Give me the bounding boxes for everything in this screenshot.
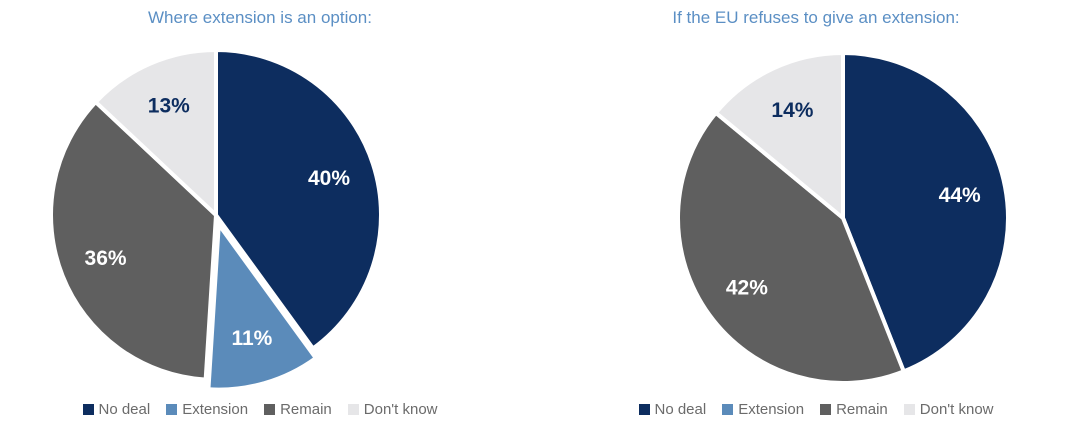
- pie-slice-remain: [676, 110, 906, 385]
- data-label-extension: 11%: [231, 327, 272, 350]
- data-label-remain: 36%: [85, 247, 127, 270]
- legend: No deal Extension Remain Don't know: [556, 401, 1076, 418]
- legend-swatch: [722, 404, 734, 415]
- pie-slice-don-t-know: [93, 48, 218, 217]
- legend-swatch: [166, 404, 178, 415]
- pie-slice-no-deal: [214, 48, 383, 351]
- legend-swatch: [820, 404, 832, 415]
- data-label-don-t-know: 13%: [148, 94, 190, 117]
- legend-swatch: [82, 404, 94, 415]
- legend-label: Remain: [836, 401, 888, 418]
- chart-title: If the EU refuses to give an extension:: [672, 8, 960, 27]
- data-label-remain: 42%: [726, 276, 768, 299]
- legend-swatch: [638, 404, 650, 415]
- pie-slice-extension: [206, 222, 318, 392]
- pie-slice-no-deal: [841, 51, 1010, 374]
- legend-item-no-deal: No deal: [82, 401, 151, 418]
- pie-chart-eu-refuses: If the EU refuses to give an extension: …: [556, 0, 1076, 424]
- data-label-no-deal: 40%: [308, 167, 350, 190]
- legend-item-extension: Extension: [166, 401, 248, 418]
- pie-plot: 44% 42% 14%: [676, 51, 1010, 385]
- legend-item-remain: Remain: [820, 401, 888, 418]
- chart-title: Where extension is an option:: [148, 8, 372, 27]
- legend-item-dont-know: Don't know: [347, 401, 438, 418]
- pie-slice-don-t-know: [713, 51, 845, 220]
- legend-item-remain: Remain: [264, 401, 332, 418]
- pie-plot: 40% 11% 36% 13%: [49, 48, 383, 392]
- legend-label: No deal: [98, 401, 151, 418]
- legend-label: Don't know: [363, 401, 438, 418]
- legend-label: No deal: [654, 401, 707, 418]
- legend-swatch: [903, 404, 915, 415]
- legend-swatch: [347, 404, 359, 415]
- legend-item-extension: Extension: [722, 401, 804, 418]
- legend-label: Remain: [280, 401, 332, 418]
- pie-slice-remain: [49, 100, 218, 382]
- legend-label: Extension: [182, 401, 249, 418]
- legend: No deal Extension Remain Don't know: [0, 401, 520, 418]
- data-label-no-deal: 44%: [939, 184, 981, 207]
- legend-item-no-deal: No deal: [638, 401, 707, 418]
- legend-label: Don't know: [919, 401, 994, 418]
- pie-chart-extension-option: Where extension is an option: 40% 11% 36% 1…: [0, 0, 520, 424]
- data-label-don-t-know: 14%: [771, 99, 813, 122]
- legend-swatch: [264, 404, 276, 415]
- legend-label: Extension: [738, 401, 805, 418]
- legend-item-dont-know: Don't know: [903, 401, 994, 418]
